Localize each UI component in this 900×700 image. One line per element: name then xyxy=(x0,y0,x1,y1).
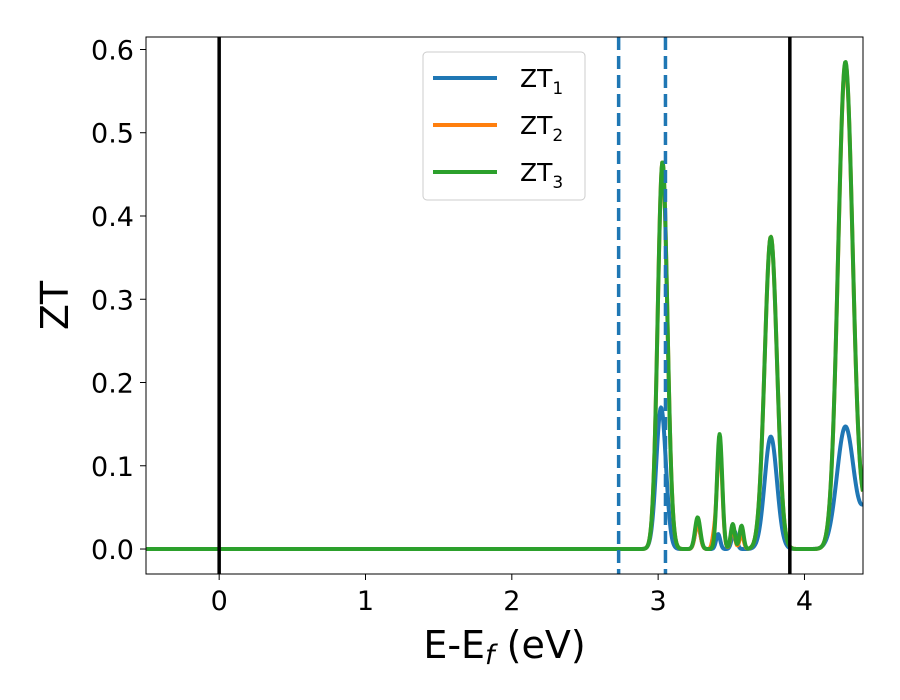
x-tick-label: 1 xyxy=(357,586,374,617)
y-tick-label: 0.2 xyxy=(91,369,134,400)
x-tick-label: 4 xyxy=(796,586,813,617)
x-axis-label-main: E-E xyxy=(423,623,485,667)
legend-label-3: ZT3 xyxy=(520,158,563,193)
legend-label-1: ZT1 xyxy=(520,64,563,99)
series-line-3 xyxy=(146,60,863,552)
x-tick-label: 0 xyxy=(211,586,228,617)
series-layer xyxy=(146,60,863,552)
y-axis-label: ZT xyxy=(33,280,77,330)
plot-frame xyxy=(145,36,864,575)
y-tick-label: 0.4 xyxy=(91,202,134,233)
x-tick-label: 2 xyxy=(503,586,520,617)
x-axis-label: E-Ef (eV) xyxy=(423,623,585,671)
reference-lines xyxy=(217,37,792,574)
y-tick-label: 0.6 xyxy=(91,35,134,66)
axis-ticks: 0 1 2 3 4 0.0 0.1 0.2 0.3 0.4 0.5 0.6 xyxy=(91,35,813,617)
legend-box xyxy=(422,51,586,201)
x-axis-label-tail: (eV) xyxy=(495,623,586,667)
y-tick-label: 0.1 xyxy=(91,452,134,483)
y-tick-label: 0.0 xyxy=(91,535,134,566)
y-tick-label: 0.3 xyxy=(91,285,134,316)
x-tick-label: 3 xyxy=(650,586,667,617)
legend: ZT1 ZT2 ZT3 xyxy=(422,51,586,201)
legend-label-2: ZT2 xyxy=(520,111,563,146)
y-tick-label: 0.5 xyxy=(91,119,134,150)
